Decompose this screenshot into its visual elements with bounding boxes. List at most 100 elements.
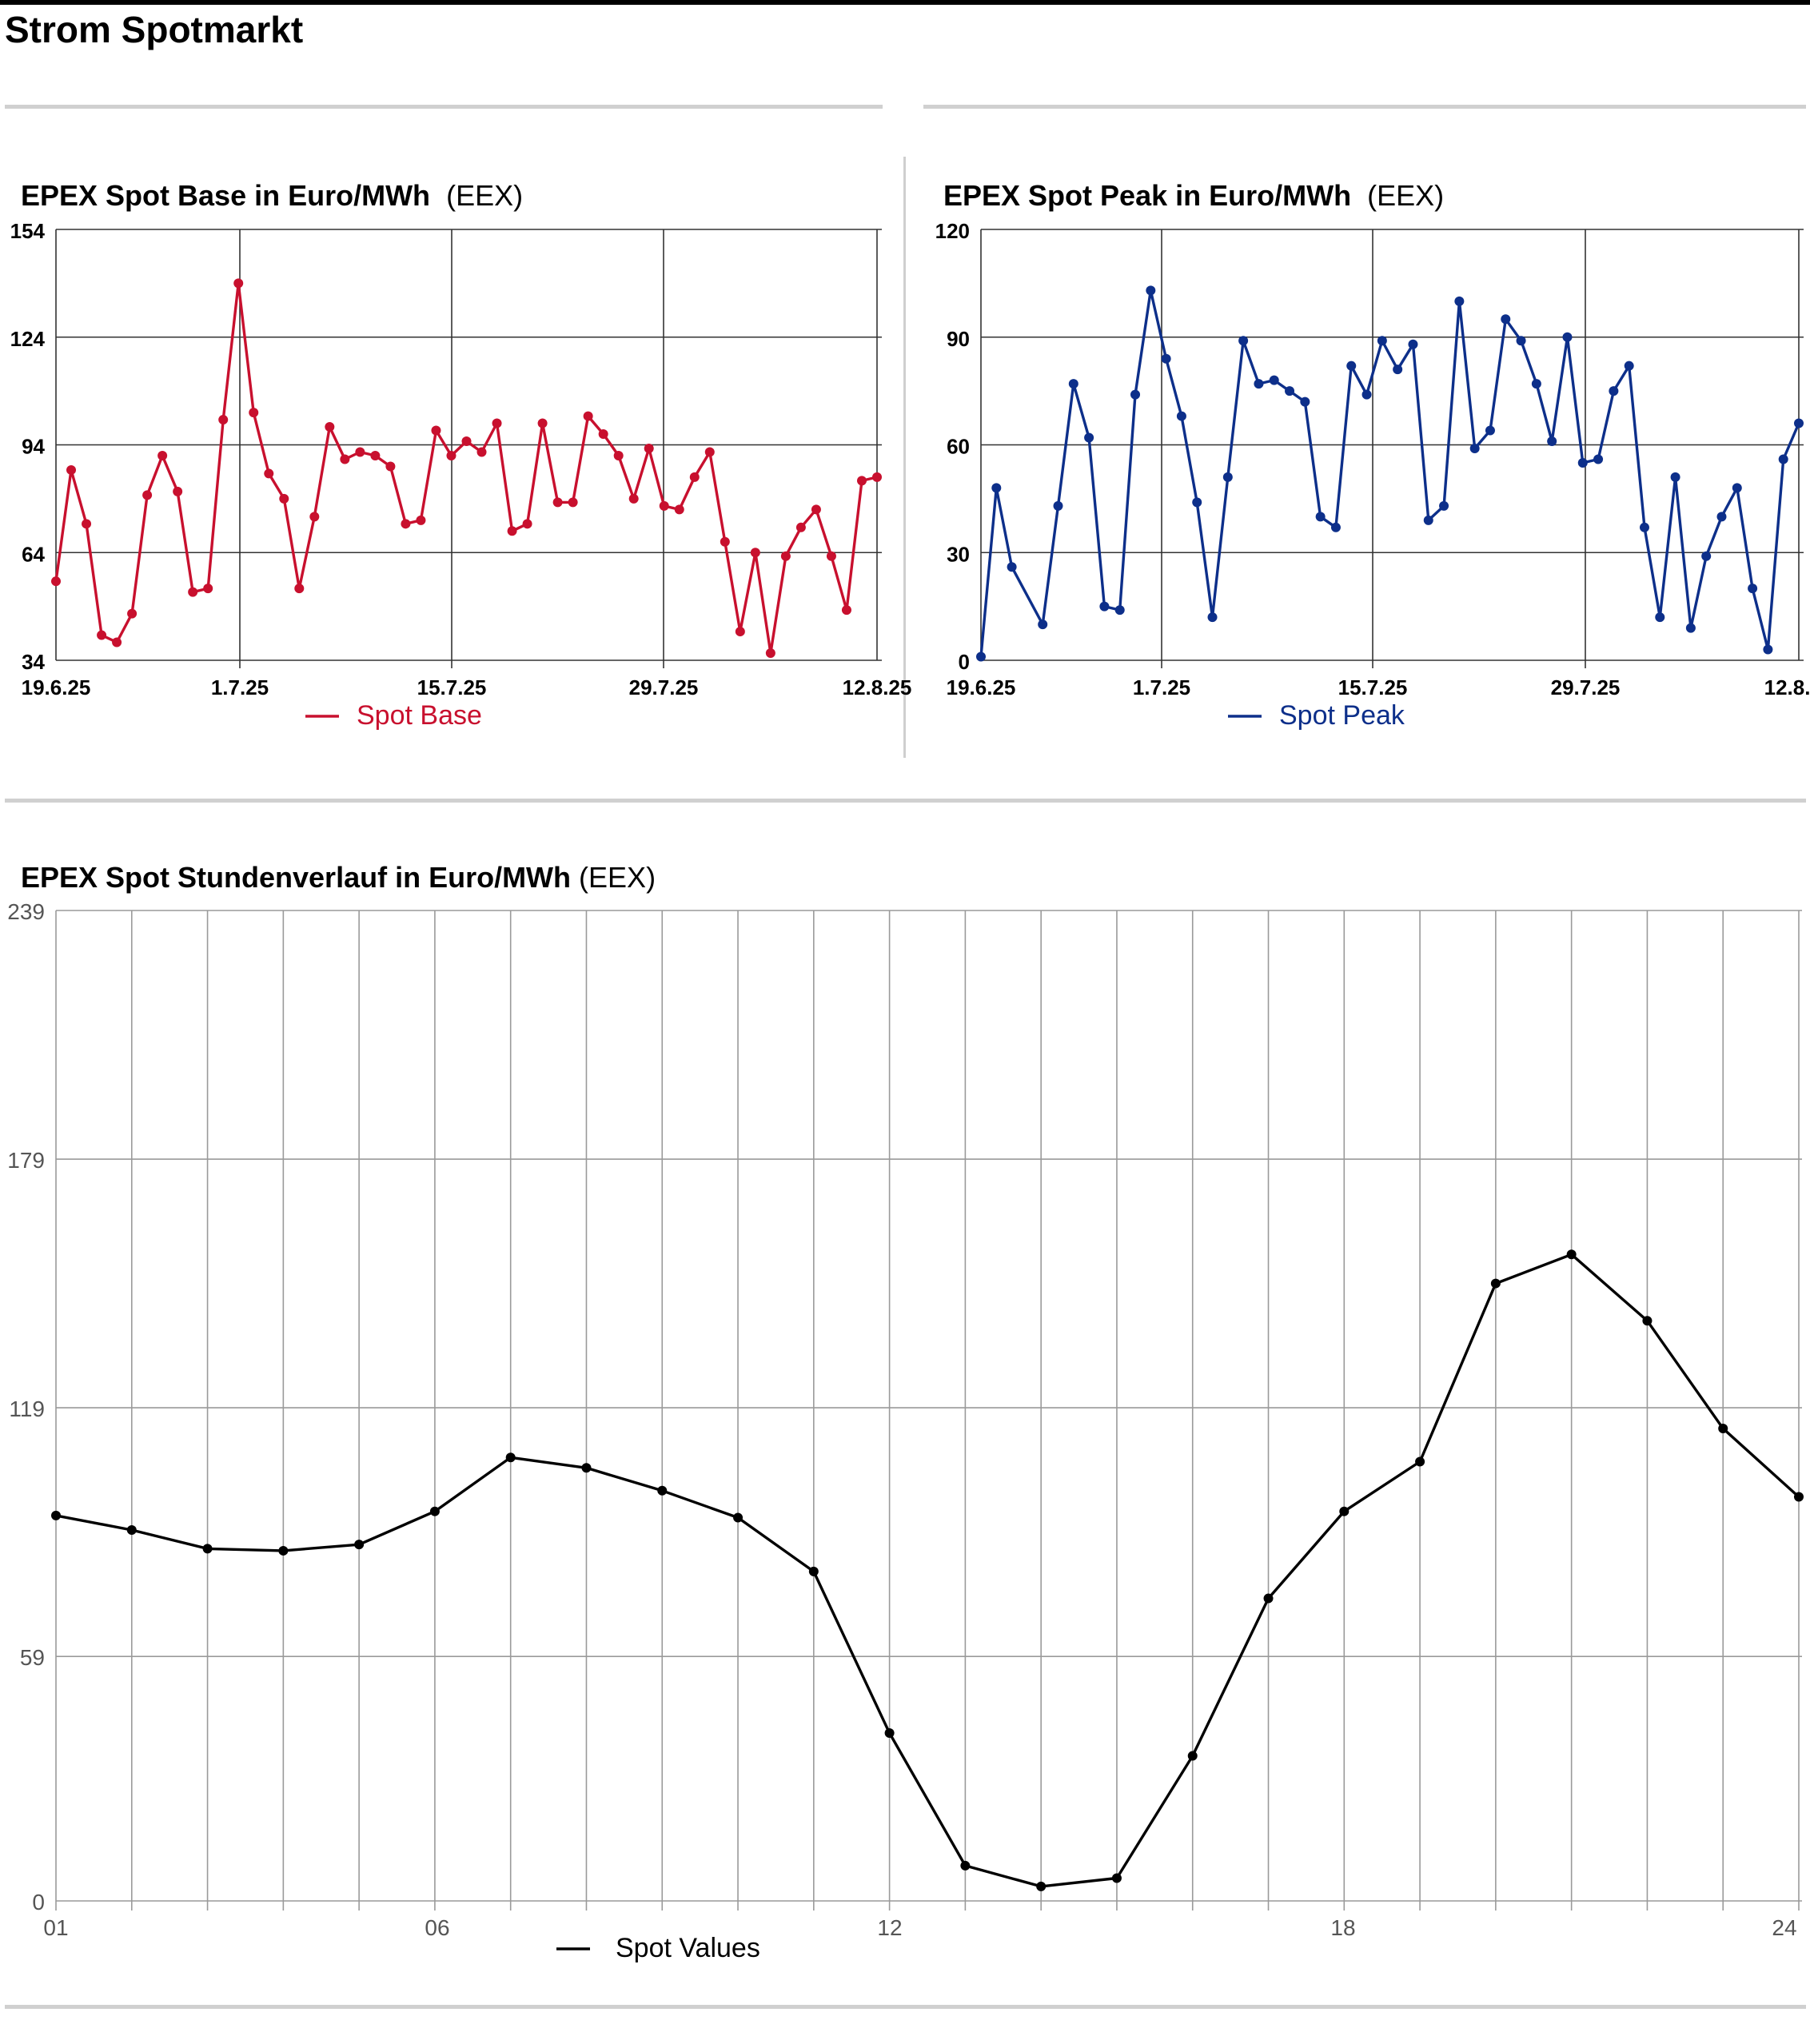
base-chart: 34 64 94 124 154 19.6.25 1.7.25 15.7.25 29.7.25 1… bbox=[10, 219, 912, 731]
peak-data-point bbox=[1377, 336, 1387, 346]
peak-data-point bbox=[1516, 336, 1526, 346]
top-rule bbox=[0, 0, 1810, 5]
base-data-point bbox=[97, 630, 107, 640]
peak-data-point bbox=[1485, 425, 1495, 436]
base-chart-source: (EEX) bbox=[446, 179, 524, 212]
base-data-point bbox=[644, 443, 654, 453]
peak-y-tick-label: 120 bbox=[935, 219, 970, 243]
peak-data-point bbox=[1531, 379, 1541, 389]
peak-data-point bbox=[1501, 314, 1511, 325]
base-data-point bbox=[279, 493, 289, 504]
hourly-y-tick-label: 119 bbox=[9, 1397, 45, 1421]
peak-data-point bbox=[1300, 396, 1310, 407]
base-data-point bbox=[142, 490, 153, 500]
peak-data-point bbox=[1547, 436, 1557, 447]
peak-data-point bbox=[1685, 623, 1696, 633]
peak-data-point bbox=[1763, 644, 1773, 655]
base-data-point bbox=[780, 551, 791, 561]
hourly-y-tick-label: 239 bbox=[7, 899, 45, 924]
hourly-x-tick-label: 06 bbox=[425, 1915, 449, 1940]
base-chart-title: EPEX Spot Base in Euro/MWh (EEX) bbox=[21, 179, 523, 213]
base-data-point bbox=[689, 472, 700, 482]
section-divider bbox=[5, 105, 883, 109]
peak-x-tick-label: 15.7.25 bbox=[1338, 675, 1408, 699]
peak-data-point bbox=[1794, 418, 1804, 428]
hourly-data-point bbox=[657, 1485, 668, 1496]
peak-data-point bbox=[1716, 512, 1727, 522]
base-y-tick-label: 154 bbox=[10, 219, 46, 243]
base-data-point bbox=[856, 476, 867, 486]
column-divider bbox=[903, 157, 906, 758]
peak-data-point bbox=[976, 651, 986, 662]
peak-data-point bbox=[1732, 483, 1742, 493]
base-data-point bbox=[765, 648, 775, 659]
peak-data-point bbox=[991, 483, 1002, 493]
base-data-point bbox=[188, 587, 198, 597]
peak-data-point bbox=[1593, 454, 1604, 464]
peak-data-point bbox=[1361, 389, 1372, 400]
hourly-data-point bbox=[1263, 1593, 1274, 1604]
peak-data-point bbox=[1084, 432, 1094, 443]
base-data-point bbox=[264, 468, 274, 479]
peak-data-point bbox=[1146, 285, 1156, 296]
base-x-tick-label: 15.7.25 bbox=[417, 675, 487, 699]
hourly-data-point bbox=[1111, 1873, 1122, 1883]
base-data-point bbox=[446, 450, 456, 460]
base-x-tick-label: 19.6.25 bbox=[22, 675, 91, 699]
base-data-point bbox=[872, 472, 882, 482]
hourly-data-point bbox=[354, 1540, 365, 1550]
hourly-data-point bbox=[1794, 1492, 1804, 1502]
peak-data-point bbox=[1161, 353, 1171, 364]
hourly-data-point bbox=[1642, 1316, 1653, 1326]
base-data-point bbox=[325, 422, 335, 432]
hourly-data-point bbox=[1490, 1278, 1501, 1289]
peak-chart-title: EPEX Spot Peak in Euro/MWh (EEX) bbox=[943, 179, 1444, 213]
peak-data-point bbox=[1099, 601, 1110, 612]
base-data-point bbox=[750, 548, 760, 558]
peak-x-tick-label: 29.7.25 bbox=[1551, 675, 1621, 699]
hourly-data-point bbox=[278, 1545, 289, 1556]
base-data-point bbox=[735, 627, 745, 637]
peak-data-point bbox=[1670, 472, 1680, 482]
section-divider bbox=[5, 2005, 1806, 2009]
base-data-point bbox=[811, 504, 821, 515]
hourly-y-tick-label: 0 bbox=[32, 1890, 45, 1915]
hourly-data-point bbox=[1036, 1881, 1047, 1891]
base-data-point bbox=[613, 450, 624, 460]
peak-data-point bbox=[1254, 379, 1264, 389]
hourly-chart: 0 59 119 179 239 01 06 12 18 24 Spot Values bbox=[7, 899, 1804, 1963]
peak-data-point bbox=[1778, 454, 1788, 464]
base-y-tick-label: 34 bbox=[22, 650, 45, 674]
base-y-tick-label: 94 bbox=[22, 435, 45, 459]
hourly-data-point bbox=[733, 1512, 744, 1523]
hourly-chart-title-text: EPEX Spot Stundenverlauf in Euro/MWh bbox=[21, 861, 572, 894]
base-data-point bbox=[309, 512, 320, 522]
peak-data-point bbox=[1439, 500, 1449, 511]
peak-data-point bbox=[1393, 365, 1403, 375]
base-x-tick-label: 29.7.25 bbox=[629, 675, 699, 699]
hourly-y-tick-label: 179 bbox=[7, 1148, 45, 1173]
base-data-point bbox=[157, 450, 168, 460]
peak-y-tick-label: 60 bbox=[947, 435, 970, 459]
base-data-point bbox=[659, 500, 669, 511]
base-data-point bbox=[826, 551, 836, 561]
peak-x-tick-label: 1.7.25 bbox=[1133, 675, 1190, 699]
base-data-point bbox=[841, 605, 851, 616]
peak-data-point bbox=[1176, 411, 1186, 421]
hourly-data-point bbox=[126, 1525, 137, 1536]
peak-data-point bbox=[1207, 612, 1218, 623]
base-data-point bbox=[233, 278, 244, 289]
peak-data-point bbox=[1222, 472, 1233, 482]
base-data-point bbox=[82, 519, 92, 529]
peak-y-tick-label: 30 bbox=[947, 542, 970, 566]
hourly-data-point bbox=[581, 1463, 592, 1473]
hourly-data-point bbox=[202, 1544, 213, 1554]
hourly-data-point bbox=[808, 1566, 819, 1576]
peak-data-point bbox=[1038, 620, 1048, 630]
peak-chart-title-text: EPEX Spot Peak in Euro/MWh bbox=[943, 179, 1352, 212]
base-data-point bbox=[385, 461, 396, 472]
base-data-point bbox=[598, 429, 608, 440]
hourly-legend-label: Spot Values bbox=[616, 1933, 760, 1963]
base-x-tick-label: 1.7.25 bbox=[211, 675, 269, 699]
